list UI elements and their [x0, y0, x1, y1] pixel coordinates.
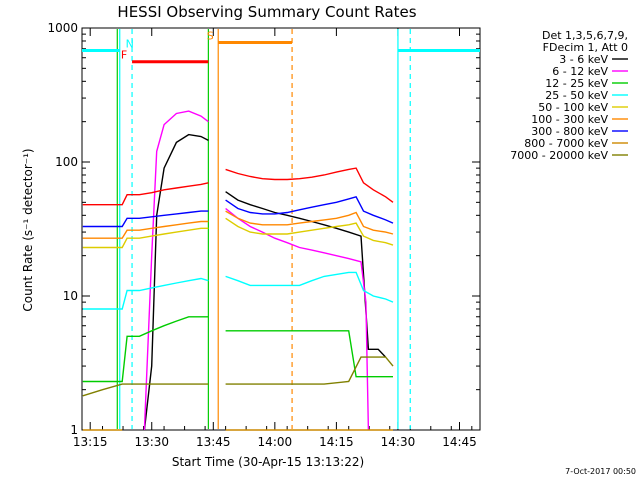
legend-label: 300 - 800 keV — [531, 125, 608, 138]
event-markers — [116, 29, 411, 429]
flag-label: N — [126, 37, 134, 50]
y-tick-label: 1 — [70, 423, 78, 437]
legend-label: 12 - 25 keV — [545, 77, 608, 90]
legend-header-2: FDecim 1, Att 0 — [543, 41, 628, 54]
series-line — [225, 217, 394, 246]
flag-label: F — [121, 49, 127, 62]
series-line — [225, 195, 394, 224]
series-line — [225, 271, 394, 303]
series-line — [143, 110, 209, 431]
series-line — [225, 210, 394, 235]
x-tick-label: 14:00 — [258, 435, 293, 449]
x-tick-label: 14:30 — [381, 435, 416, 449]
y-tick-label: 100 — [55, 155, 78, 169]
x-axis-label: Start Time (30-Apr-15 13:13:22) — [172, 455, 364, 469]
y-axis: 1 10 100 1000 — [47, 21, 480, 437]
series-line — [225, 207, 370, 431]
plot-area-frame — [81, 27, 481, 431]
series-line — [82, 220, 209, 239]
y-tick-label: 1000 — [47, 21, 78, 35]
chart-title: HESSI Observing Summary Count Rates — [117, 3, 416, 21]
series-line — [225, 356, 394, 385]
series-line — [82, 316, 209, 383]
legend-header-1: Det 1,3,5,6,7,9, — [542, 29, 628, 42]
series-line — [82, 182, 209, 206]
x-tick-label: 13:45 — [196, 435, 231, 449]
series-line — [82, 210, 209, 228]
legend: Det 1,3,5,6,7,9, FDecim 1, Att 0 3 - 6 k… — [510, 29, 628, 162]
legend-label: 100 - 300 keV — [531, 113, 608, 126]
series-lines — [82, 110, 394, 431]
series-line — [82, 277, 209, 310]
legend-label: 50 - 100 keV — [538, 101, 608, 114]
flag-label: S — [207, 29, 214, 42]
legend-label: 800 - 7000 keV — [524, 137, 608, 150]
x-tick-label: 14:15 — [319, 435, 354, 449]
x-tick-label: 13:15 — [73, 435, 108, 449]
legend-label: 7000 - 20000 keV — [510, 149, 608, 162]
series-line — [82, 383, 209, 397]
x-tick-label: 14:45 — [442, 435, 477, 449]
footer-date: 7-Oct-2017 00:50 — [565, 467, 636, 476]
series-line — [82, 227, 209, 249]
x-tick-label: 13:30 — [134, 435, 169, 449]
y-tick-label: 10 — [63, 289, 78, 303]
y-axis-label: Count Rate (s⁻¹ detector⁻¹) — [21, 148, 35, 311]
legend-label: 25 - 50 keV — [545, 89, 608, 102]
legend-label: 6 - 12 keV — [552, 65, 608, 78]
legend-label: 3 - 6 keV — [559, 53, 608, 66]
flag-bars: NF S — [82, 29, 480, 64]
series-line — [225, 167, 394, 203]
series-line — [143, 133, 209, 431]
series-line — [225, 191, 387, 358]
